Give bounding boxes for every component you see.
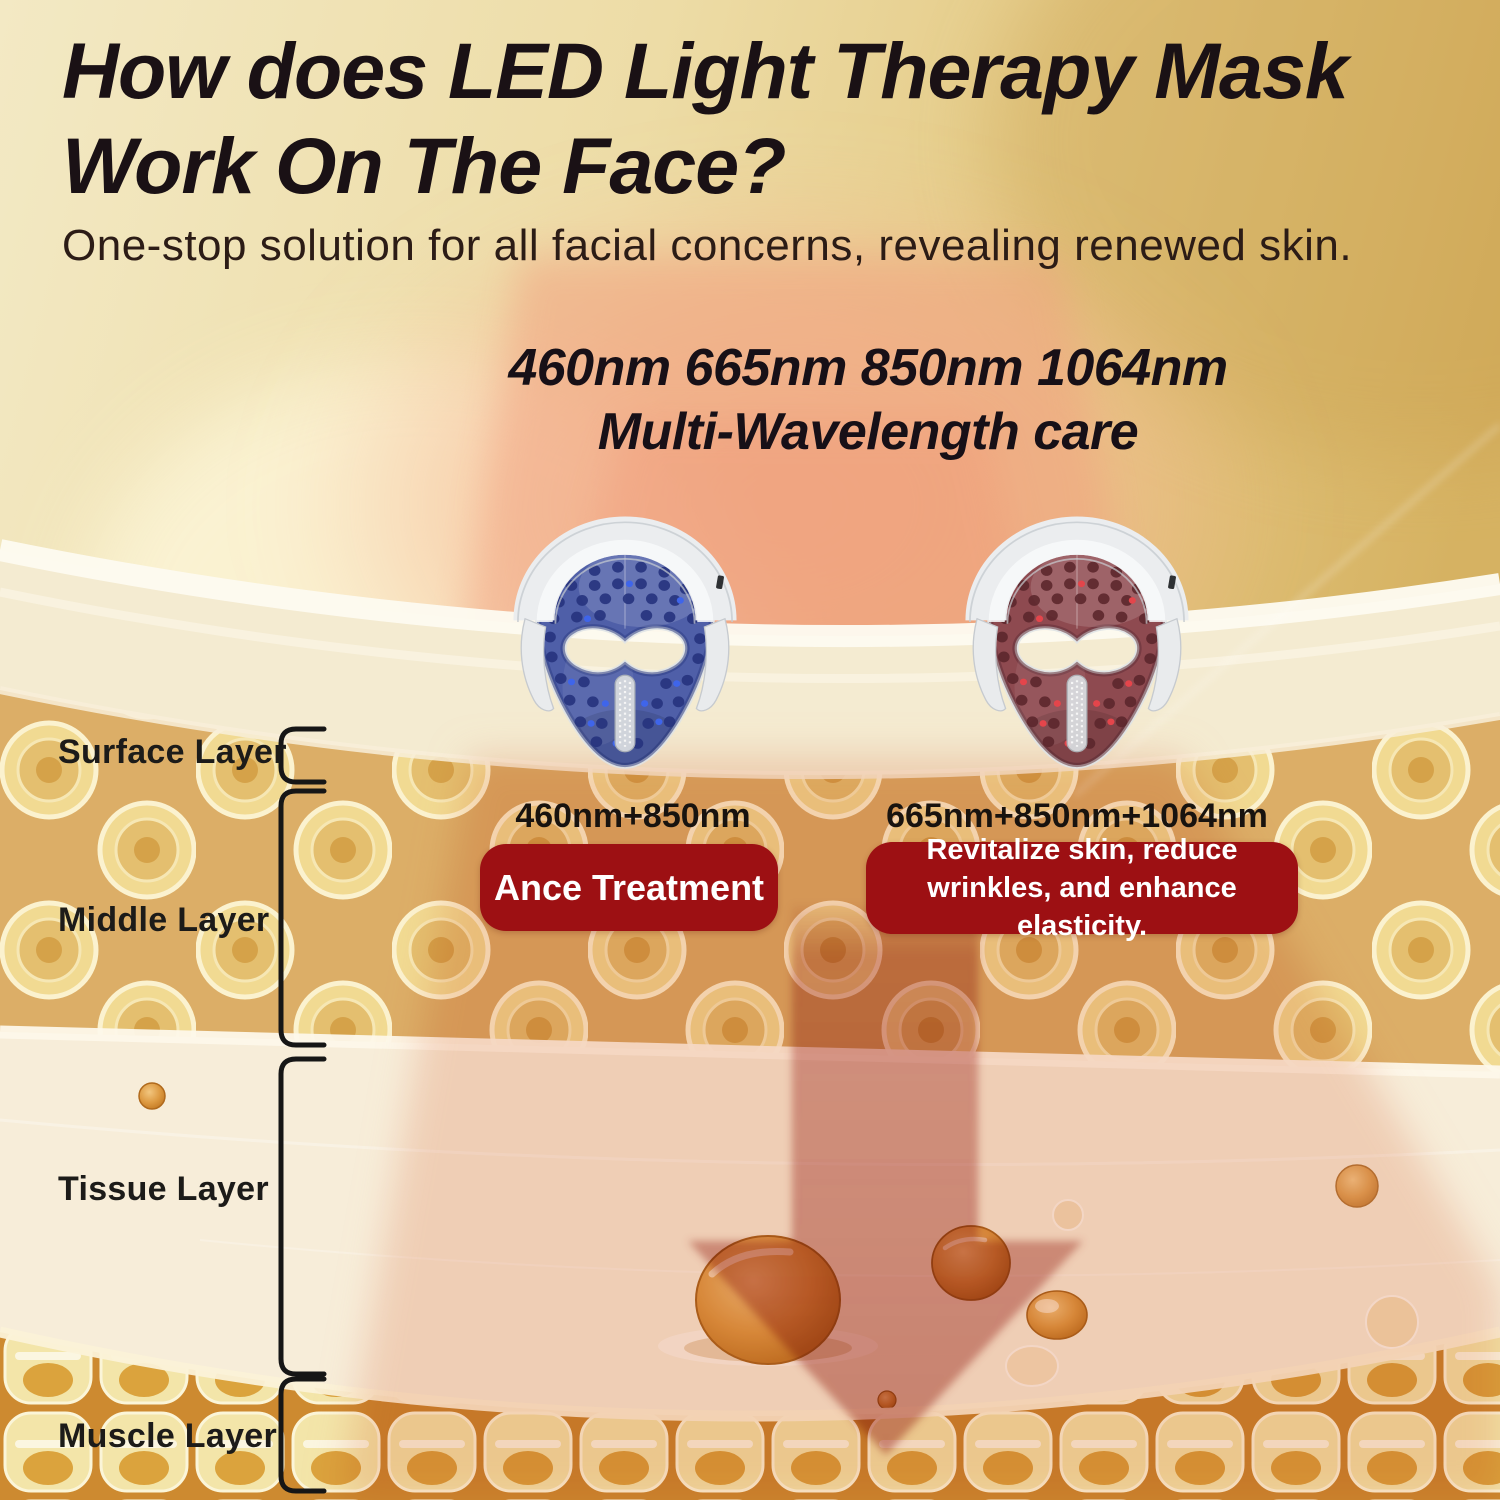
tissue-layer-bracket — [278, 1056, 327, 1377]
wavelength-heading: 460nm 665nm 850nm 1064nm Multi-Wavelengt… — [318, 336, 1418, 465]
page-title-line2: Work On The Face? — [62, 120, 786, 210]
acne-treatment-badge-text: Ance Treatment — [493, 866, 765, 908]
blue-mask-wavelengths-label: 460nm+850nm — [515, 797, 751, 835]
penetration-arrow — [688, 905, 1083, 1455]
muscle-layer-label: Muscle Layer — [58, 1417, 278, 1455]
wavelength-heading-line1: 460nm 665nm 850nm 1064nm — [508, 339, 1228, 397]
tissue-layer-label: Tissue Layer — [58, 1170, 269, 1208]
blue-led-mask — [509, 504, 741, 770]
surface-layer-bracket — [278, 726, 327, 785]
red-led-mask — [961, 504, 1193, 770]
page-title: How does LED Light Therapy Mask Work On … — [62, 24, 1462, 214]
revitalize-skin-badge-text: Revitalize skin, reduce wrinkles, and en… — [926, 833, 1238, 943]
revitalize-skin-badge: Revitalize skin, reduce wrinkles, and en… — [866, 834, 1298, 942]
nose-vent — [1066, 674, 1088, 753]
layer-brackets — [278, 726, 327, 1494]
muscle-layer-bracket — [278, 1376, 327, 1494]
page-subtitle: One-stop solution for all facial concern… — [62, 221, 1353, 270]
surface-layer-label: Surface Layer — [58, 733, 287, 771]
page-title-line1: How does LED Light Therapy Mask — [62, 26, 1349, 115]
wavelength-heading-line2: Multi-Wavelength care — [597, 403, 1139, 462]
middle-layer-label: Middle Layer — [58, 901, 270, 939]
nose-vent — [614, 674, 636, 753]
acne-treatment-badge: Ance Treatment — [480, 844, 778, 931]
middle-layer-bracket — [278, 788, 327, 1048]
red-mask-wavelengths-label: 665nm+850nm+1064nm — [886, 797, 1268, 835]
